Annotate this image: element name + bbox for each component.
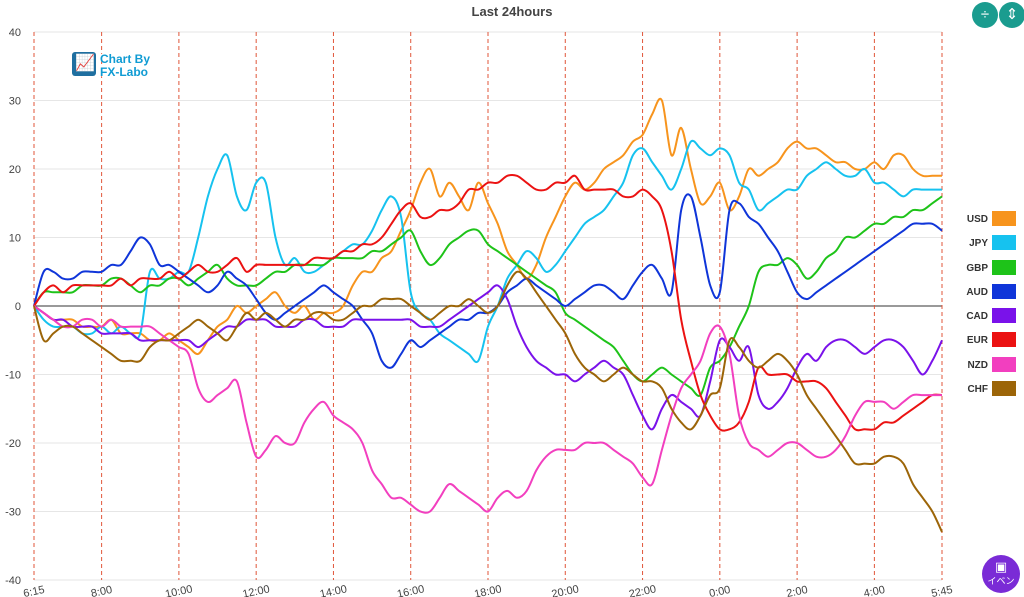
x-tick-label: 6:15 [22, 584, 45, 597]
x-tick-label: 5:45 [930, 584, 953, 597]
legend-item-chf[interactable]: CHF [946, 380, 1016, 404]
y-tick-label: 30 [9, 96, 21, 108]
y-tick-label: 10 [9, 233, 21, 245]
legend-swatch [992, 308, 1016, 324]
legend-label: EUR [966, 335, 988, 347]
legend-label: CAD [966, 311, 988, 323]
legend-item-jpy[interactable]: JPY [946, 234, 1016, 258]
expand-button[interactable]: ⇕ [999, 2, 1024, 28]
series-line-chf [33, 270, 943, 533]
x-tick-label: 8:00 [90, 584, 113, 597]
legend-swatch [992, 381, 1016, 397]
series-line-cad [33, 284, 943, 431]
series-line-gbp [33, 195, 943, 397]
series-line-usd [33, 97, 942, 356]
legend-label: USD [966, 214, 988, 225]
legend-item-nzd[interactable]: NZD [946, 356, 1016, 380]
logo-line2: FX-Labo [100, 65, 148, 79]
chart-logo: 📈 Chart By FX-Labo [72, 52, 172, 82]
legend-swatch [992, 259, 1016, 275]
y-tick-label: -30 [5, 507, 21, 519]
legend-item-gbp[interactable]: GBP [946, 259, 1016, 283]
y-tick-label: 40 [9, 27, 21, 39]
y-tick-label: 0 [15, 301, 21, 313]
series-line-nzd [33, 305, 942, 514]
y-tick-label: -10 [5, 370, 21, 382]
collapse-button[interactable]: ÷ [972, 2, 998, 28]
x-tick-label: 22:00 [628, 583, 657, 597]
x-tick-label: 14:00 [319, 583, 348, 597]
collapse-icon: ÷ [980, 6, 990, 23]
series-lines [33, 97, 943, 533]
legend-label: CHF [967, 384, 988, 396]
legend-swatch [992, 283, 1016, 299]
legend-label: NZD [967, 359, 988, 371]
legend-item-eur[interactable]: EUR [946, 331, 1016, 355]
event-button-label: イベン [987, 576, 1015, 586]
legend-label: JPY [969, 238, 988, 250]
legend-swatch [992, 332, 1016, 348]
legend-swatch [992, 211, 1016, 226]
x-tick-label: 12:00 [241, 583, 270, 597]
calendar-icon: ▣ [994, 559, 1008, 574]
y-tick-label: 20 [9, 164, 21, 176]
x-axis-ticks: 6:15 8:00 10:00 12:00 14:00 16:00 18:00 20:00 22… [22, 583, 953, 597]
event-button[interactable]: ▣ イベン [982, 555, 1020, 593]
x-tick-label: 20:00 [551, 583, 580, 597]
legend-label: AUD [966, 286, 988, 298]
legend-item-cad[interactable]: CAD [946, 307, 1016, 331]
x-tick-label: 18:00 [473, 583, 502, 597]
x-tick-label: 2:00 [785, 584, 808, 597]
x-tick-label: 10:00 [164, 583, 193, 597]
logo-chart-icon: 📈 [72, 52, 96, 76]
expand-icon: ⇕ [1005, 6, 1019, 23]
y-tick-label: -40 [5, 575, 21, 587]
y-tick-label: -20 [5, 438, 21, 450]
chart-title: Last 24hours [471, 4, 553, 19]
series-line-eur [33, 173, 943, 432]
legend-item-usd[interactable]: USD [946, 210, 1016, 234]
x-tick-label: 0:00 [708, 584, 731, 597]
legend-swatch [992, 356, 1016, 372]
legend-swatch [992, 235, 1016, 251]
legend-item-aud[interactable]: AUD [946, 283, 1016, 307]
legend-label: GBP [966, 262, 988, 274]
legend: USD JPY GBP AUD CAD EUR NZD CHF [946, 210, 1016, 404]
logo-line1: Chart By [100, 52, 151, 66]
y-axis-ticks: 40 30 20 10 0 -10 -20 -30 -40 [5, 27, 21, 587]
x-tick-label: 4:00 [863, 584, 886, 597]
x-tick-label: 16:00 [396, 583, 425, 597]
